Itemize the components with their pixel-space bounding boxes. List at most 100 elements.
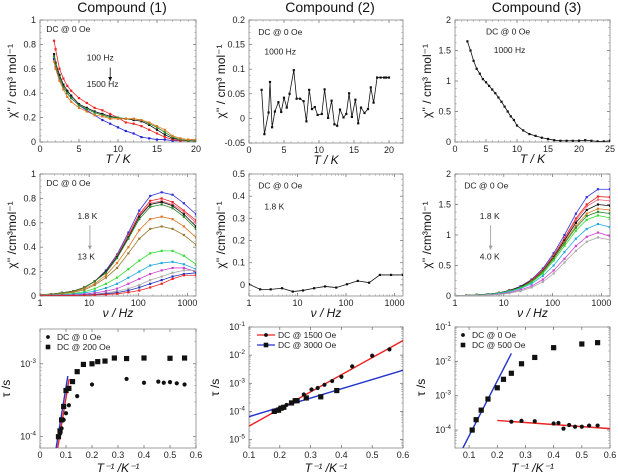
data-point [101, 118, 104, 122]
data-point [194, 269, 196, 272]
data-point-circle [322, 382, 327, 387]
data-point-square [55, 434, 62, 440]
y-tick-label: 1.5 [438, 200, 451, 210]
data-point-square [508, 370, 514, 376]
data-point [596, 207, 600, 210]
y-tick-label: 10-5 [229, 434, 245, 445]
data-point [104, 282, 108, 285]
annotation-text: 13 K [77, 251, 95, 261]
x-tick-label: 0.2 [86, 450, 99, 460]
data-point [574, 237, 577, 240]
data-point [116, 116, 120, 119]
data-point-square [469, 427, 475, 433]
data-point [563, 238, 566, 241]
data-point [104, 274, 108, 277]
arrow-head-icon [108, 77, 113, 81]
y-tick-label: 0 [446, 291, 451, 301]
data-point [379, 76, 382, 79]
data-point [484, 81, 488, 84]
data-point [138, 213, 141, 216]
data-point [138, 229, 141, 232]
x-axis-label: T / K [520, 152, 546, 166]
legend-label: DC @ 500 Oe [472, 340, 526, 350]
data-point [149, 264, 152, 267]
data-point [149, 227, 152, 230]
x-tick-label: 20 [191, 144, 201, 154]
data-point [140, 136, 143, 139]
data-point [608, 212, 610, 215]
data-point-square [167, 355, 173, 361]
data-point [62, 88, 65, 91]
data-point-circle [75, 394, 80, 399]
data-point-circle [556, 420, 561, 426]
data-point-circle [89, 382, 95, 387]
y-axis-label: χ'' /cm³mol⁻¹ [5, 201, 19, 268]
data-point [357, 122, 360, 125]
x-tick-label: 10 [84, 298, 94, 308]
data-point-square [58, 417, 65, 423]
data-point [127, 231, 130, 234]
data-point [342, 116, 345, 119]
x-tick-label: 0.4 [138, 450, 151, 460]
arrow-head-icon [488, 245, 493, 250]
data-point [363, 111, 366, 115]
data-point [54, 61, 57, 64]
data-point [563, 233, 566, 237]
data-point [140, 125, 143, 128]
data-point [194, 270, 196, 273]
y-tick-label: 0.4 [232, 191, 245, 201]
y-tick-base: 10 [229, 406, 239, 416]
y-tick-label: 0.4 [23, 242, 36, 252]
data-point [83, 286, 86, 289]
annotation-text: DC @ 0 Oe [486, 27, 530, 37]
data-point [93, 106, 96, 109]
data-point [140, 120, 143, 123]
data-point [104, 271, 108, 274]
y-tick-label: 10-3 [435, 390, 451, 401]
series-line [40, 197, 196, 296]
data-point [127, 233, 130, 237]
x-tick-label: 100 [338, 298, 353, 308]
data-point-square [102, 358, 108, 364]
data-point [163, 128, 166, 131]
x-tick-label: 0 [452, 144, 457, 154]
data-point [596, 214, 600, 217]
data-point [552, 272, 555, 275]
data-point [93, 110, 96, 113]
plot-area [249, 339, 403, 427]
data-point [194, 227, 196, 230]
data-point [359, 106, 363, 109]
y-tick-label: 1.5 [438, 46, 451, 56]
data-point [93, 111, 96, 114]
series-line [455, 223, 610, 296]
plot-frame [248, 173, 404, 297]
data-point [62, 83, 65, 86]
legend-marker-square [263, 342, 269, 348]
data-point [385, 76, 388, 79]
data-point [585, 212, 588, 215]
data-point [171, 203, 174, 206]
data-point [171, 136, 174, 139]
data-point [109, 117, 112, 120]
data-point [563, 239, 566, 242]
y-tick-exponent: -5 [239, 434, 245, 441]
y-axis-label: τ /s [208, 379, 222, 396]
x-tick-label: 0.4 [335, 450, 348, 460]
y-tick-label: 10-1 [435, 321, 451, 332]
data-point [115, 257, 119, 260]
arrow-head-icon [87, 245, 92, 250]
data-point-circle [339, 374, 344, 379]
data-point [345, 112, 348, 116]
data-point [66, 95, 69, 98]
data-point [368, 281, 371, 284]
data-point [163, 136, 166, 139]
data-point-square [579, 341, 585, 347]
data-point-square [294, 398, 300, 404]
data-point [487, 293, 490, 296]
data-point-circle [509, 419, 514, 424]
data-point [285, 106, 288, 109]
data-point [160, 191, 163, 194]
data-point [182, 213, 185, 216]
data-point [163, 138, 166, 141]
